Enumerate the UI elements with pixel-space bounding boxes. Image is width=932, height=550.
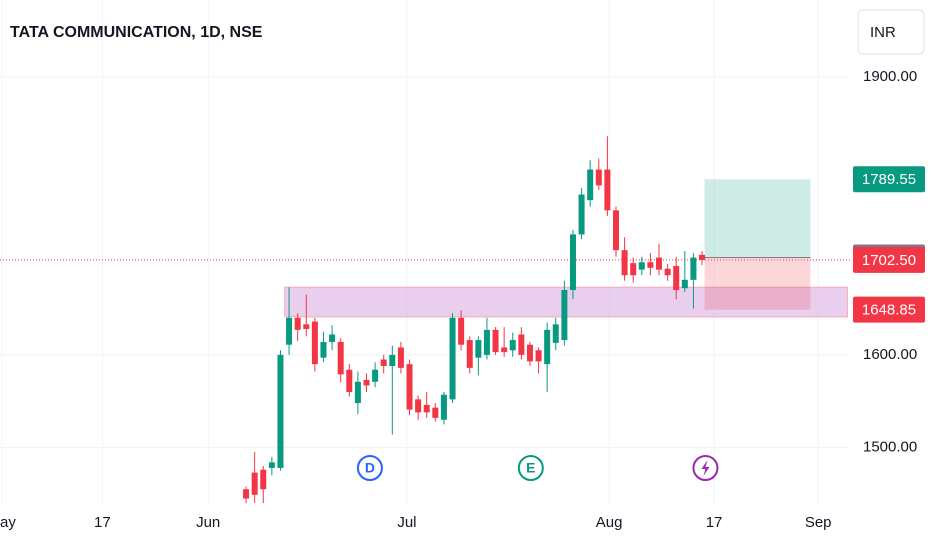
- candle-body: [690, 257, 697, 280]
- event-label: E: [526, 460, 535, 476]
- candle-body: [372, 369, 379, 382]
- x-tick-label: Jul: [397, 514, 416, 531]
- candle-body: [509, 340, 516, 351]
- candle-body: [699, 254, 706, 260]
- plot-area: [0, 136, 850, 504]
- candle-body: [329, 334, 336, 342]
- x-tick-label: 17: [94, 514, 111, 531]
- candle-body: [243, 489, 250, 499]
- candle-body: [630, 263, 637, 276]
- candle-body: [535, 350, 542, 362]
- candle-body: [587, 169, 594, 201]
- x-tick-label: Aug: [596, 514, 623, 531]
- position-profit: [704, 179, 811, 258]
- y-tick-label: 1900.00: [863, 68, 917, 85]
- price-label-box: [853, 166, 925, 193]
- candle-body: [552, 324, 559, 343]
- candle-body: [466, 340, 473, 368]
- event-label: D: [365, 460, 375, 476]
- candle-body: [277, 354, 284, 468]
- position-loss: [704, 257, 811, 310]
- candle-body: [526, 344, 533, 362]
- candle-body: [440, 394, 447, 420]
- candle-body: [415, 399, 422, 413]
- price-label-box: [853, 246, 925, 273]
- candle-body: [647, 262, 654, 268]
- currency-button[interactable]: [857, 9, 925, 55]
- candle-body: [397, 347, 404, 368]
- x-tick-label: Jun: [196, 514, 220, 531]
- x-tick-label: Sep: [805, 514, 832, 531]
- event-icon: [356, 455, 383, 481]
- candle-body: [569, 234, 576, 291]
- candle-body: [578, 194, 585, 235]
- candle-body: [311, 321, 318, 365]
- candle-body: [260, 469, 267, 490]
- candle-body: [380, 359, 387, 367]
- candle-body: [251, 472, 258, 495]
- candle-body: [492, 329, 499, 353]
- candle-body: [432, 407, 439, 418]
- candle-body: [621, 250, 628, 276]
- candle-body: [673, 265, 680, 291]
- candle-body: [664, 268, 671, 276]
- candle-body: [458, 317, 465, 345]
- candle-body: [544, 329, 551, 365]
- candle-body: [354, 381, 361, 404]
- candle-body: [595, 169, 602, 186]
- y-tick-label: 1600.00: [863, 346, 917, 363]
- candle-body: [423, 404, 430, 413]
- candle-body: [449, 317, 456, 400]
- candle-body: [638, 262, 645, 270]
- event-bolt: [701, 460, 710, 476]
- x-tick-label: May: [0, 514, 16, 531]
- price-label: 1789.55: [862, 171, 916, 188]
- price-label: 1648.85: [862, 302, 916, 319]
- event-icon: [517, 455, 544, 481]
- candle-body: [346, 369, 353, 392]
- candle-body: [681, 279, 688, 289]
- candle-body: [389, 354, 396, 367]
- candle-body: [612, 210, 619, 251]
- candle-body: [561, 290, 568, 341]
- candle-body: [475, 340, 482, 358]
- candle-body: [294, 317, 301, 330]
- candle-body: [303, 324, 310, 329]
- candle-body: [268, 462, 275, 468]
- candle-body: [286, 317, 293, 345]
- x-tick-label: 17: [706, 514, 723, 531]
- chart-title: TATA COMMUNICATION, 1D, NSE: [10, 24, 263, 41]
- price-label-box: [853, 296, 925, 323]
- candle-body: [363, 379, 370, 386]
- candle-body: [483, 329, 490, 355]
- y-tick-label: 1500.00: [863, 439, 917, 456]
- currency-label[interactable]: INR: [870, 24, 896, 41]
- grid: [0, 0, 850, 505]
- candle-body: [656, 257, 663, 270]
- candle-body: [337, 341, 344, 375]
- candle-body: [604, 169, 611, 211]
- price-label: 1702.50: [862, 252, 916, 269]
- candle-body: [320, 341, 327, 358]
- candle-body: [501, 347, 508, 353]
- candle-body: [518, 334, 525, 355]
- candle-body: [406, 364, 413, 410]
